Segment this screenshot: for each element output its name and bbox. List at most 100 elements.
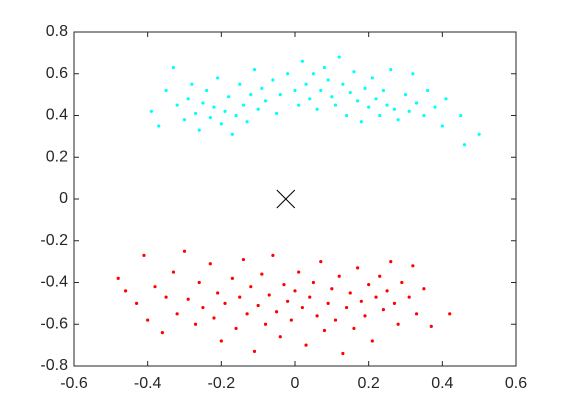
- point: [440, 124, 444, 128]
- point: [315, 314, 319, 318]
- point: [201, 305, 205, 310]
- point: [407, 295, 411, 299]
- point: [274, 310, 279, 314]
- point: [378, 274, 382, 278]
- point: [227, 95, 231, 99]
- point: [252, 67, 257, 72]
- point: [396, 118, 400, 122]
- point: [389, 67, 393, 72]
- point: [448, 312, 452, 316]
- point: [411, 72, 415, 76]
- point: [407, 109, 411, 113]
- y-tick-label: 0.6: [46, 65, 68, 82]
- y-tick-label: 0.8: [46, 23, 68, 40]
- point: [330, 287, 334, 291]
- point: [278, 335, 282, 339]
- point: [370, 339, 374, 343]
- point: [352, 326, 356, 331]
- point: [249, 93, 253, 97]
- point: [370, 76, 374, 80]
- y-tick-label: -0.2: [40, 232, 68, 249]
- point: [186, 297, 190, 301]
- point: [157, 124, 161, 128]
- point: [315, 107, 319, 111]
- point: [385, 289, 389, 293]
- point: [396, 322, 400, 326]
- point: [344, 113, 349, 118]
- point: [367, 282, 371, 287]
- point: [135, 301, 139, 305]
- point: [359, 299, 363, 303]
- point: [297, 103, 301, 107]
- point: [208, 115, 212, 120]
- point: [164, 88, 168, 93]
- point: [293, 88, 297, 93]
- point: [356, 99, 360, 103]
- point: [308, 97, 312, 101]
- point: [322, 328, 327, 333]
- point: [278, 93, 282, 97]
- point: [164, 295, 168, 299]
- point: [238, 82, 242, 86]
- point: [271, 78, 275, 82]
- point: [197, 128, 201, 132]
- point: [123, 289, 128, 293]
- point: [352, 70, 356, 74]
- point: [249, 285, 253, 289]
- point: [193, 322, 198, 326]
- point: [230, 276, 234, 280]
- x-tick-label: 0.2: [358, 375, 380, 392]
- point: [219, 122, 223, 126]
- point: [341, 351, 345, 356]
- point: [326, 78, 330, 82]
- point: [153, 285, 157, 289]
- point: [311, 280, 316, 285]
- point: [392, 107, 397, 111]
- point: [182, 118, 187, 122]
- point: [459, 113, 463, 118]
- point: [219, 339, 223, 343]
- point: [193, 111, 198, 116]
- point: [426, 88, 430, 93]
- point: [223, 109, 227, 113]
- point: [160, 331, 164, 335]
- point: [245, 312, 249, 316]
- point: [289, 318, 293, 322]
- point: [356, 266, 360, 270]
- point: [208, 262, 212, 266]
- point: [282, 282, 286, 287]
- point: [182, 249, 187, 253]
- point: [238, 295, 242, 299]
- y-tick-label: 0: [59, 190, 68, 207]
- point: [392, 301, 397, 305]
- point: [477, 132, 481, 136]
- point: [116, 276, 120, 280]
- point: [389, 260, 393, 264]
- point: [359, 120, 363, 124]
- y-tick-label: -0.6: [40, 315, 68, 332]
- point: [263, 322, 268, 326]
- cross-marker: [276, 189, 296, 209]
- point: [308, 295, 312, 299]
- point: [414, 101, 419, 105]
- point: [286, 299, 290, 303]
- point: [234, 326, 238, 331]
- point: [341, 82, 345, 86]
- point: [252, 349, 257, 353]
- point: [205, 88, 209, 93]
- point: [146, 318, 150, 322]
- point: [374, 295, 378, 299]
- point: [337, 55, 341, 59]
- point: [381, 88, 385, 93]
- point: [241, 257, 246, 262]
- point: [414, 312, 419, 316]
- point: [212, 316, 216, 320]
- point: [374, 97, 378, 101]
- x-tick-label: -0.4: [134, 375, 162, 392]
- point: [297, 270, 301, 274]
- point: [422, 113, 426, 118]
- point: [400, 280, 404, 285]
- point: [444, 97, 448, 101]
- y-tick-label: 0.4: [46, 107, 68, 124]
- point: [274, 111, 279, 116]
